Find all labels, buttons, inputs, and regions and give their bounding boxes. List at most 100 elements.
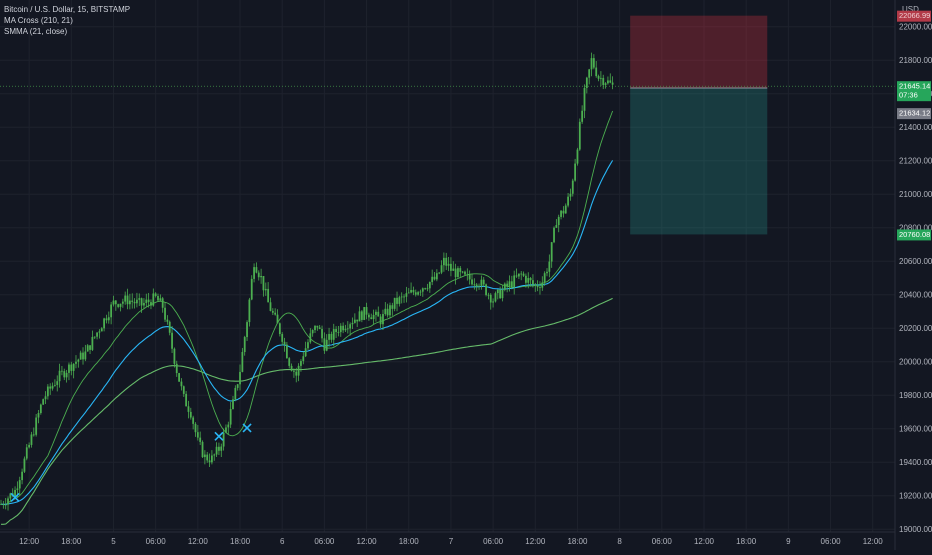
- candle: [290, 363, 293, 372]
- candle-body: [557, 216, 560, 226]
- candle-body: [241, 352, 244, 372]
- candle: [42, 398, 45, 405]
- candle: [185, 390, 188, 407]
- candle: [375, 309, 377, 322]
- y-tick-label: 21200.00: [899, 157, 932, 166]
- candle: [595, 60, 598, 78]
- last-price-badge-text: 07:36: [899, 91, 918, 100]
- candle: [325, 334, 328, 352]
- candle-body: [208, 460, 211, 463]
- candle: [112, 295, 115, 307]
- candle: [68, 362, 70, 381]
- candle: [492, 298, 494, 308]
- candle: [499, 286, 502, 299]
- candle: [328, 327, 330, 347]
- candle-body: [28, 444, 31, 448]
- candle: [314, 325, 316, 334]
- candle: [583, 84, 586, 119]
- candle: [199, 431, 202, 446]
- candle-body: [178, 373, 180, 382]
- candle-body: [602, 77, 605, 85]
- indicator-smma[interactable]: SMMA (21, close): [4, 27, 68, 36]
- candle-body: [53, 384, 56, 386]
- candle: [159, 294, 162, 301]
- candle-body: [206, 454, 209, 461]
- candle: [288, 357, 291, 369]
- candle: [368, 312, 370, 321]
- candle: [203, 450, 206, 465]
- candle-body: [555, 225, 558, 228]
- candle-body: [421, 288, 424, 292]
- candle: [560, 210, 562, 220]
- candle: [607, 76, 609, 85]
- candle: [302, 351, 305, 365]
- candle: [525, 273, 527, 288]
- candle-body: [285, 344, 288, 359]
- x-tick-label: 06:00: [314, 537, 335, 546]
- indicator-ma-cross[interactable]: MA Cross (210, 21): [4, 16, 73, 25]
- candle: [89, 345, 91, 354]
- candle: [400, 292, 403, 304]
- candle-body: [136, 299, 138, 304]
- candle: [562, 206, 565, 218]
- candle-body: [583, 88, 586, 111]
- candle-body: [213, 454, 216, 456]
- candle-body: [391, 305, 394, 309]
- candle-body: [100, 328, 103, 332]
- candle-body: [393, 297, 396, 309]
- candle: [398, 295, 401, 307]
- candle: [365, 302, 368, 320]
- candle: [569, 188, 572, 201]
- y-tick-label: 21000.00: [899, 190, 932, 199]
- candle-body: [330, 333, 333, 340]
- candle: [346, 321, 349, 334]
- candle-body: [492, 301, 494, 303]
- candle-body: [262, 275, 265, 291]
- candle-body: [7, 498, 9, 505]
- candle-body: [445, 257, 448, 266]
- candle-body: [220, 446, 223, 451]
- candle-body: [114, 300, 117, 305]
- candle: [510, 275, 513, 290]
- candle: [438, 272, 441, 275]
- candle-body: [510, 281, 513, 288]
- candle: [468, 270, 471, 285]
- candle: [557, 214, 560, 233]
- candle-body: [229, 409, 232, 425]
- candle: [599, 71, 602, 87]
- candle: [171, 326, 173, 354]
- candle: [445, 252, 448, 271]
- candle-body: [569, 193, 572, 197]
- candle: [56, 375, 59, 392]
- candle: [353, 313, 356, 324]
- candle-body: [597, 76, 600, 79]
- candle-body: [232, 399, 234, 410]
- candle: [283, 337, 286, 352]
- candle: [192, 415, 195, 430]
- candle-body: [23, 458, 26, 472]
- candle: [293, 368, 295, 378]
- candle-body: [70, 364, 73, 371]
- x-tick-label: 12:00: [694, 537, 715, 546]
- candle: [70, 361, 73, 376]
- candle: [419, 289, 422, 296]
- symbol-title[interactable]: Bitcoin / U.S. Dollar, 15, BITSTAMP: [4, 5, 131, 14]
- candle-body: [525, 275, 527, 283]
- candle-body: [124, 295, 127, 302]
- candle: [166, 315, 169, 325]
- candle-body: [325, 339, 328, 351]
- candle: [527, 272, 530, 289]
- candle: [592, 54, 595, 70]
- candle: [218, 442, 220, 456]
- candle-body: [2, 504, 5, 506]
- candle-body: [260, 275, 263, 278]
- candle: [208, 453, 211, 468]
- candle: [405, 286, 408, 303]
- candle-body: [454, 268, 457, 278]
- candle-body: [372, 314, 375, 320]
- candle: [532, 274, 534, 288]
- candle: [133, 298, 136, 309]
- candle: [175, 360, 178, 377]
